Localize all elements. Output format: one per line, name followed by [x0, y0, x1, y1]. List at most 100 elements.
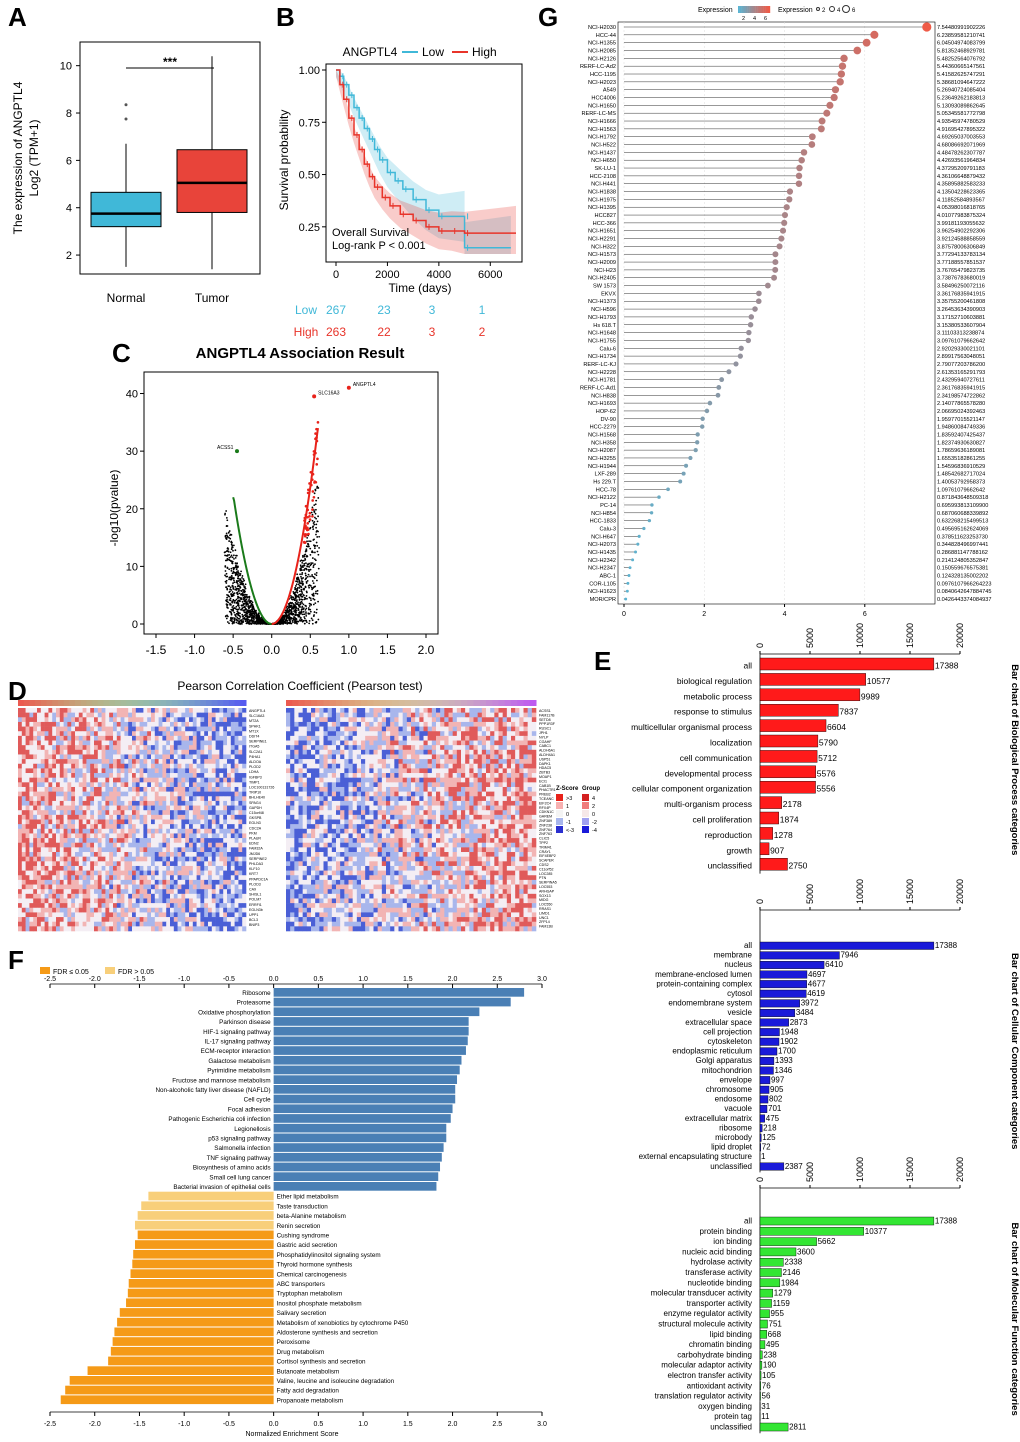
- heatmap-cell: [97, 791, 102, 797]
- heatmap-cell: [204, 763, 209, 769]
- heatmap-cell: [162, 861, 167, 867]
- heatmap-cell: [48, 819, 53, 825]
- heatmap-cell: [105, 731, 110, 737]
- heatmap-cell: [230, 796, 235, 802]
- heatmap-cell: [147, 819, 152, 825]
- heatmap-cell: [59, 726, 64, 732]
- heatmap-cell: [211, 759, 216, 765]
- km-title: ANGPTL4: [343, 45, 398, 59]
- heatmap-cell: [44, 884, 49, 890]
- heatmap-cell: [124, 745, 129, 751]
- heatmap-cell: [211, 879, 216, 885]
- heatmap-cell: [196, 917, 201, 923]
- heatmap-cell: [101, 828, 106, 834]
- heatmap-cell: [238, 763, 243, 769]
- heatmap-cell: [59, 889, 64, 895]
- heatmap-cell: [120, 884, 125, 890]
- heatmap-cell: [211, 814, 216, 820]
- heatmap-cell: [223, 852, 228, 857]
- heatmap-cell: [192, 731, 197, 737]
- heatmap-cell: [177, 856, 182, 862]
- gene-point: [295, 594, 298, 597]
- heatmap-cell: [147, 893, 152, 899]
- group-annotation-cell: [217, 700, 224, 706]
- heatmap-cell: [189, 856, 194, 862]
- heatmap-cell: [192, 856, 197, 862]
- heatmap-cell: [97, 847, 102, 853]
- heatmap-cell: [151, 735, 156, 741]
- heatmap-cell: [71, 856, 76, 862]
- gene-point-positive: [308, 518, 312, 521]
- heatmap-cell: [238, 819, 243, 825]
- heatmap-cell: [170, 768, 175, 774]
- heatmap-cell: [498, 721, 503, 727]
- heatmap-cell: [361, 721, 366, 727]
- heatmap-cell: [477, 712, 483, 718]
- heatmap-cell: [227, 861, 232, 867]
- heatmap-cell: [200, 731, 205, 737]
- gene-point: [289, 609, 292, 612]
- significance-stars: ***: [163, 55, 177, 69]
- heatmap-cell: [162, 884, 167, 890]
- heatmap-cell: [48, 870, 53, 876]
- group-annotation-cell: [69, 700, 76, 706]
- heatmap-cell: [94, 735, 99, 741]
- gene-point: [228, 536, 230, 539]
- heatmap-cell: [331, 712, 337, 718]
- heatmap-cell: [139, 786, 144, 792]
- gene-point: [309, 553, 312, 556]
- heatmap-cell: [177, 726, 182, 732]
- heatmap-cell: [162, 786, 167, 792]
- heatmap-cell: [48, 791, 53, 797]
- heatmap-cell: [105, 740, 110, 746]
- heatmap-cell: [419, 708, 424, 713]
- heatmap-cell: [44, 852, 49, 857]
- heatmap-cell: [25, 824, 30, 830]
- heatmap-cell: [21, 870, 26, 876]
- heatmap-cell: [234, 861, 239, 867]
- gene-point: [236, 616, 239, 619]
- gene-point: [316, 545, 319, 547]
- heatmap-cell: [173, 912, 178, 918]
- heatmap-cell: [440, 721, 445, 727]
- gene-point: [299, 617, 302, 619]
- heatmap-cell: [143, 926, 148, 932]
- heatmap-cell: [97, 796, 102, 802]
- heatmap-cell: [132, 805, 137, 811]
- gene-point: [317, 618, 320, 621]
- gene-point: [240, 570, 242, 573]
- heatmap-cell: [67, 842, 72, 848]
- heatmap-cell: [192, 898, 197, 904]
- heatmap-cell: [151, 856, 156, 862]
- gene-point: [257, 617, 260, 620]
- heatmap-cell: [56, 749, 61, 755]
- heatmap-cell: [116, 884, 121, 890]
- heatmap-cell: [135, 879, 140, 885]
- gene-point: [304, 597, 307, 600]
- heatmap-cell: [227, 907, 232, 913]
- heatmap-cell: [208, 773, 213, 778]
- heatmap-cell: [302, 717, 308, 723]
- heatmap-cell: [48, 889, 53, 895]
- heatmap-cell: [52, 796, 57, 802]
- heatmap-cell: [105, 870, 110, 876]
- heatmap-cell: [44, 870, 49, 876]
- heatmap-cell: [101, 921, 106, 927]
- gene-point: [285, 615, 288, 618]
- gene-point-positive: [314, 437, 317, 441]
- heatmap-cell: [44, 735, 49, 741]
- heatmap-cell: [200, 917, 205, 923]
- heatmap-cell: [48, 884, 53, 890]
- heatmap-cell: [56, 810, 61, 816]
- heatmap-cell: [173, 847, 178, 853]
- heatmap-cell: [189, 731, 194, 737]
- gene-point: [251, 614, 253, 617]
- gene-point: [305, 607, 308, 610]
- heatmap-cell: [223, 708, 228, 713]
- gene-point: [234, 607, 236, 610]
- heatmap-cell: [515, 708, 520, 713]
- heatmap-cell: [227, 740, 232, 746]
- highlight-label: ANGPTL4: [353, 382, 376, 388]
- heatmap-cell: [40, 838, 45, 844]
- heatmap-cell: [21, 879, 26, 885]
